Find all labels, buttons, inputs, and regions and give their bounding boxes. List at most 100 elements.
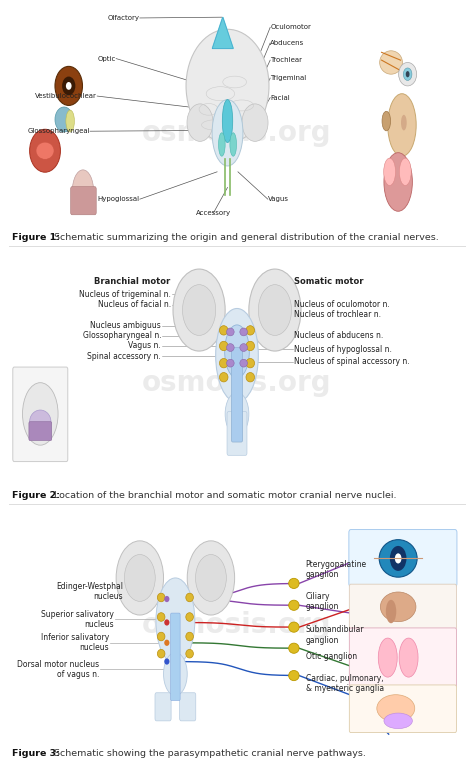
- Ellipse shape: [157, 650, 165, 658]
- Ellipse shape: [240, 344, 247, 351]
- Ellipse shape: [173, 269, 225, 351]
- Ellipse shape: [187, 540, 235, 615]
- Ellipse shape: [377, 695, 415, 722]
- Ellipse shape: [378, 638, 397, 677]
- Ellipse shape: [186, 30, 269, 142]
- Ellipse shape: [399, 638, 418, 677]
- Text: Inferior salivatory
nucleus: Inferior salivatory nucleus: [41, 633, 109, 652]
- Ellipse shape: [195, 555, 227, 601]
- Ellipse shape: [386, 600, 396, 623]
- Ellipse shape: [212, 100, 243, 166]
- Ellipse shape: [227, 328, 234, 336]
- Text: Accessory: Accessory: [196, 210, 231, 216]
- Ellipse shape: [62, 77, 75, 95]
- Ellipse shape: [240, 328, 247, 336]
- Ellipse shape: [157, 594, 165, 601]
- FancyBboxPatch shape: [231, 348, 243, 442]
- Ellipse shape: [246, 341, 255, 351]
- Ellipse shape: [382, 112, 391, 131]
- Text: Branchial motor: Branchial motor: [94, 276, 171, 286]
- Ellipse shape: [390, 546, 406, 571]
- Text: Trigeminal: Trigeminal: [270, 75, 306, 81]
- Ellipse shape: [186, 650, 193, 658]
- FancyBboxPatch shape: [349, 530, 457, 587]
- Text: Optic: Optic: [98, 55, 116, 62]
- Ellipse shape: [289, 578, 299, 589]
- Text: osmosis.org: osmosis.org: [142, 119, 332, 147]
- FancyBboxPatch shape: [349, 628, 456, 687]
- Text: osmosis.org: osmosis.org: [142, 369, 332, 397]
- Ellipse shape: [227, 359, 234, 367]
- Ellipse shape: [164, 619, 169, 626]
- Ellipse shape: [164, 658, 169, 665]
- Ellipse shape: [395, 553, 401, 564]
- Text: Nucleus of trochlear n.: Nucleus of trochlear n.: [294, 310, 381, 319]
- Ellipse shape: [403, 68, 412, 80]
- Ellipse shape: [384, 153, 412, 212]
- Ellipse shape: [380, 51, 402, 74]
- Ellipse shape: [384, 713, 412, 729]
- Text: Nucleus of facial n.: Nucleus of facial n.: [98, 300, 171, 309]
- Ellipse shape: [116, 540, 164, 615]
- Ellipse shape: [258, 285, 292, 336]
- Text: Pterygopalatine
ganglion: Pterygopalatine ganglion: [306, 560, 367, 579]
- Text: Facial: Facial: [270, 95, 290, 101]
- Text: Superior salivatory
nucleus: Superior salivatory nucleus: [41, 610, 114, 629]
- Ellipse shape: [30, 410, 51, 433]
- Ellipse shape: [219, 358, 228, 368]
- Ellipse shape: [55, 66, 82, 105]
- Ellipse shape: [289, 622, 299, 633]
- Ellipse shape: [383, 159, 395, 186]
- Ellipse shape: [219, 373, 228, 382]
- Text: Olfactory: Olfactory: [108, 15, 140, 21]
- Ellipse shape: [289, 644, 299, 653]
- Text: Submandibular
ganglion: Submandibular ganglion: [306, 626, 365, 644]
- Text: Somatic motor: Somatic motor: [294, 276, 364, 286]
- FancyBboxPatch shape: [155, 693, 171, 721]
- Ellipse shape: [225, 392, 249, 436]
- Ellipse shape: [246, 326, 255, 335]
- Text: Edinger-Westphal
nucleus: Edinger-Westphal nucleus: [56, 582, 123, 601]
- Ellipse shape: [157, 633, 165, 640]
- Text: Schematic summarizing the origin and general distribution of the cranial nerves.: Schematic summarizing the origin and gen…: [51, 233, 438, 242]
- Text: osmosis.org: osmosis.org: [142, 611, 332, 639]
- Text: Figure 2:: Figure 2:: [12, 490, 60, 500]
- FancyBboxPatch shape: [13, 367, 68, 462]
- Ellipse shape: [72, 170, 93, 212]
- Text: Trochlear: Trochlear: [270, 57, 302, 63]
- Ellipse shape: [289, 600, 299, 611]
- Text: Location of the branchial motor and somatic motor cranial nerve nuclei.: Location of the branchial motor and soma…: [51, 490, 396, 500]
- Ellipse shape: [23, 383, 58, 445]
- Text: Dorsal motor nucleus
of vagus n.: Dorsal motor nucleus of vagus n.: [18, 660, 100, 679]
- Ellipse shape: [401, 115, 407, 130]
- FancyBboxPatch shape: [227, 412, 247, 455]
- Ellipse shape: [399, 159, 411, 186]
- Ellipse shape: [399, 62, 417, 86]
- FancyBboxPatch shape: [171, 613, 180, 701]
- Ellipse shape: [66, 82, 72, 90]
- Ellipse shape: [186, 612, 193, 622]
- Ellipse shape: [289, 670, 299, 680]
- FancyBboxPatch shape: [29, 422, 52, 440]
- Ellipse shape: [222, 100, 233, 143]
- Text: Schematic showing the parasympathetic cranial nerve pathways.: Schematic showing the parasympathetic cr…: [51, 748, 365, 758]
- Ellipse shape: [388, 94, 416, 156]
- Ellipse shape: [156, 578, 195, 664]
- Ellipse shape: [406, 71, 410, 77]
- Text: Nucleus of oculomotor n.: Nucleus of oculomotor n.: [294, 300, 390, 309]
- FancyBboxPatch shape: [71, 187, 96, 215]
- Ellipse shape: [249, 269, 301, 351]
- Text: Abducens: Abducens: [270, 40, 304, 46]
- Ellipse shape: [186, 594, 193, 601]
- Ellipse shape: [240, 359, 247, 367]
- Ellipse shape: [157, 612, 165, 622]
- Text: Oculomotor: Oculomotor: [270, 24, 311, 30]
- Ellipse shape: [66, 110, 74, 132]
- Ellipse shape: [164, 596, 169, 602]
- Text: Hypoglossal: Hypoglossal: [98, 196, 140, 202]
- Text: Ciliary
ganglion: Ciliary ganglion: [306, 592, 339, 611]
- Ellipse shape: [164, 640, 169, 646]
- Text: Cardiac, pulmonary,
& myenteric ganglia: Cardiac, pulmonary, & myenteric ganglia: [306, 674, 384, 693]
- Ellipse shape: [230, 133, 237, 156]
- Text: Nucleus ambiguus: Nucleus ambiguus: [91, 321, 161, 330]
